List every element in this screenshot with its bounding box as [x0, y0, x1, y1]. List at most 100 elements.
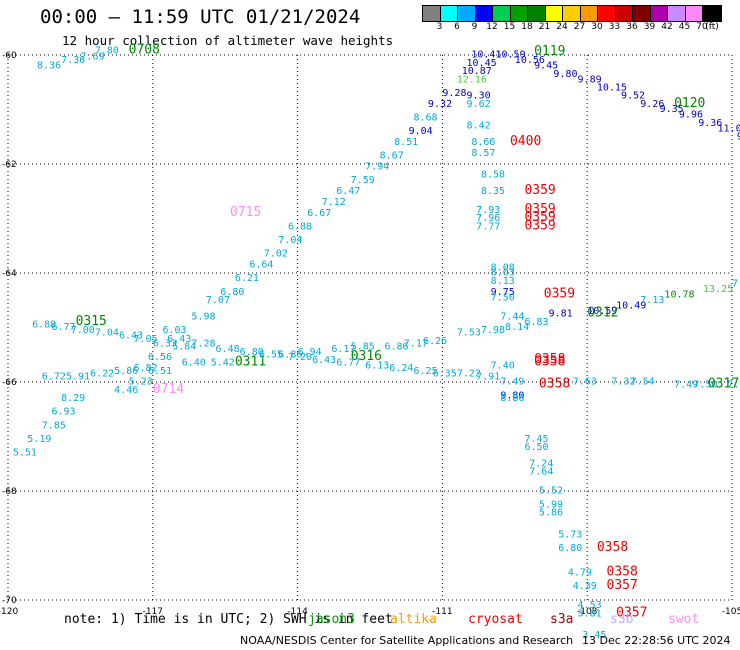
color-scale-bar: [422, 5, 722, 22]
color-swatch: [633, 6, 651, 21]
legend-cryosat: cryosat: [468, 612, 523, 627]
color-scale-label: 39: [643, 22, 656, 32]
wave-height-value: 7.00: [71, 325, 95, 336]
wave-height-value: 6.48: [216, 344, 240, 355]
color-scale-label: 33: [608, 22, 621, 32]
legend-s3b: s3b: [610, 612, 634, 627]
longitude-label: -105: [722, 607, 740, 617]
wave-height-value: 6.86: [278, 349, 302, 360]
color-scale-label: 30: [591, 22, 603, 32]
wave-height-value: 10.78: [664, 290, 694, 301]
wave-height-value: 6.93: [51, 407, 75, 418]
wave-height-value: 5.86: [114, 366, 138, 377]
wave-height-value: 8.29: [61, 393, 85, 404]
color-scale-label: 45: [678, 22, 691, 32]
wave-height-value: 10.56: [515, 55, 545, 66]
wave-height-value: 10.59: [495, 50, 525, 61]
wave-height-value: 7.64: [529, 467, 553, 478]
wave-height-value: 8.08: [491, 262, 515, 273]
wave-height-value: 7.49: [500, 377, 524, 388]
wave-height-value: 7.96: [476, 213, 500, 224]
wave-height-value: 6.50: [524, 442, 548, 453]
map-grid: [7, 54, 733, 601]
wave-height-value: 6.47: [336, 186, 360, 197]
longitude-label: -114: [287, 607, 308, 617]
pass-time-label: 0317: [708, 376, 739, 391]
wave-height-value: 7.22: [457, 369, 481, 380]
color-scale-label: 36: [626, 22, 638, 32]
wave-height-value: 8.13: [491, 276, 515, 287]
wave-height-value: 6.51: [148, 366, 172, 377]
axis-labels: -60 -62 -64 -66 -68 -70-120 -117 -114 -111 -108 -1…: [0, 51, 740, 617]
color-scale-label: 70: [696, 22, 708, 32]
wave-height-value: 6.24: [389, 363, 413, 374]
color-swatch: [510, 6, 528, 21]
wave-height-value: 10.41: [471, 50, 501, 61]
color-scale-label: 15: [503, 22, 516, 32]
wave-height-value: 6.72: [42, 371, 66, 382]
wave-height-value: 7.02: [264, 249, 288, 260]
wave-height-value: 7.69: [80, 51, 104, 62]
wave-height-value: 7.44: [500, 311, 524, 322]
wave-height-value: 7.40: [491, 360, 515, 371]
timestamp: 13 Dec 22:28:56 UTC 2024: [582, 634, 731, 647]
wave-height-value: 6.80: [558, 543, 582, 554]
wave-height-value: 5.73: [558, 529, 582, 540]
footer-note: note: 1) Time is in UTC; 2) SWH is in fe…: [64, 612, 393, 627]
wave-height-value: 7.98: [481, 325, 505, 336]
longitude-label: -108: [577, 607, 598, 617]
wave-height-value: 5.23: [129, 377, 153, 388]
wave-height-value: 7.77: [476, 221, 500, 232]
wave-height-value: 9.81: [549, 309, 573, 320]
wave-height-value: 7.93: [476, 205, 500, 216]
wave-height-value: 11.03: [718, 123, 740, 134]
wave-height-value: 6.88: [32, 320, 56, 331]
wave-height-value: 7.94: [365, 161, 389, 172]
color-scale-label: (ft): [705, 22, 719, 32]
pass-time-label: 0315: [76, 314, 107, 329]
pass-time-label: 0359: [544, 287, 575, 302]
color-swatch: [475, 6, 493, 21]
wave-height-value: 9.75: [491, 287, 515, 298]
wave-height-value: 9.96: [679, 110, 703, 121]
wave-height-value: 5.99: [539, 499, 563, 510]
wave-height-value: 8.86: [500, 393, 524, 404]
wave-height-value: 7.20: [288, 352, 312, 363]
wave-height-value: 7.32: [611, 377, 635, 388]
pass-time-label: 0357: [616, 605, 647, 620]
pass-time-label: 0359: [524, 202, 555, 217]
wave-height-value: 9.26: [640, 99, 664, 110]
pass-time-label: 0359: [524, 183, 555, 198]
pass-time-label: 0359: [524, 210, 555, 225]
legend-altika: altika: [390, 612, 437, 627]
color-swatch: [580, 6, 598, 21]
wave-height-value: 8.42: [467, 121, 491, 132]
wave-height-value: 8.51: [394, 137, 418, 148]
pass-time-label: 0119: [534, 44, 565, 59]
wave-height-value: 6.67: [307, 208, 331, 219]
wave-height-value: 7.45: [524, 434, 548, 445]
wave-height-value: 7.63: [573, 377, 597, 388]
wave-height-value: 6.35: [433, 369, 457, 380]
page-subtitle: 12 hour collection of altimeter wave hei…: [62, 33, 394, 48]
wave-height-value: 8.14: [505, 322, 529, 333]
wave-height-value: 7.50: [693, 379, 717, 390]
credit-text: NOAA/NESDIS Center for Satellite Applica…: [240, 634, 574, 647]
wave-height-value: 9.04: [409, 126, 433, 137]
wave-height-value: 9.47: [737, 131, 740, 142]
pass-time-label: 0358: [607, 564, 638, 579]
wave-height-value: 5.91: [66, 371, 90, 382]
wave-height-value: 6.77: [51, 322, 75, 333]
pass-time-label: 0400: [510, 134, 541, 149]
color-scale-label: 9: [471, 22, 478, 32]
wave-height-value: 6.86: [384, 341, 408, 352]
wave-height-value: 7.05: [133, 334, 157, 345]
color-swatch: [423, 6, 441, 21]
wave-height-value: 7.04: [95, 328, 119, 339]
page-title: 00:00 — 11:59 UTC 01/21/2024: [40, 6, 361, 28]
latitude-label: -60: [2, 51, 17, 61]
wave-height-value: 6.13: [365, 360, 389, 371]
color-swatch: [685, 6, 703, 21]
pass-time-label: 0358: [597, 540, 628, 555]
wave-height-value: 7.25: [727, 379, 740, 390]
